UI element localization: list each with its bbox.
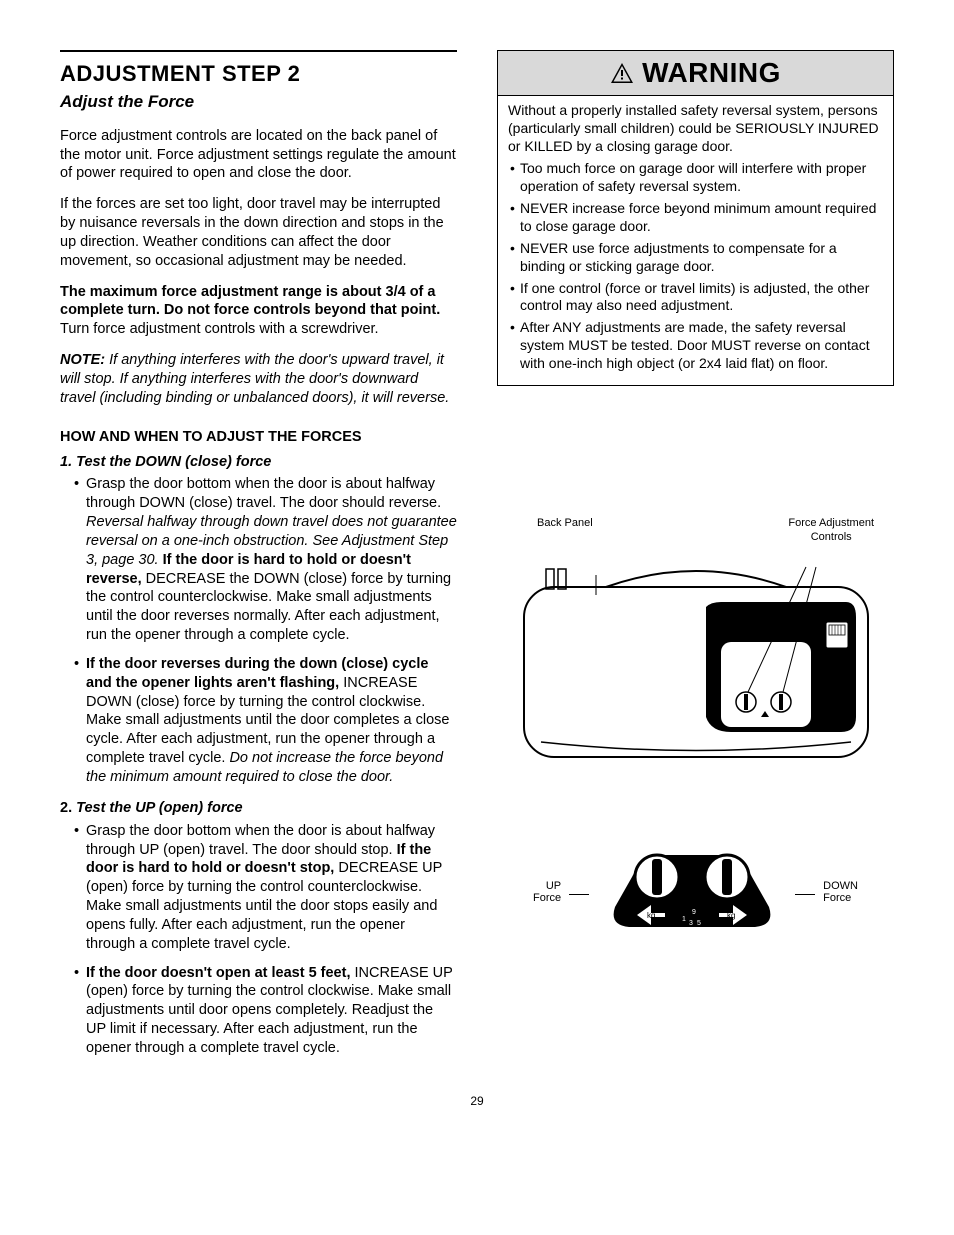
page-number: 29 bbox=[60, 1094, 894, 1110]
note-text: If anything interferes with the door's u… bbox=[60, 352, 449, 406]
warning-body: Without a properly installed safety reve… bbox=[498, 96, 893, 385]
kg-label: kg bbox=[727, 911, 735, 920]
left-column: ADJUSTMENT STEP 2 Adjust the Force Force… bbox=[60, 50, 457, 1070]
list-item: Grasp the door bottom when the door is a… bbox=[74, 475, 457, 645]
note-paragraph: NOTE: If anything interferes with the do… bbox=[60, 351, 457, 408]
warning-header: WARNING bbox=[498, 51, 893, 96]
paragraph: Force adjustment controls are located on… bbox=[60, 127, 457, 184]
text: DOWN bbox=[823, 880, 858, 892]
leader-line bbox=[569, 894, 589, 895]
bold-text: The maximum force adjustment range is ab… bbox=[60, 284, 440, 319]
test-heading: 1. Test the DOWN (close) force bbox=[60, 453, 457, 472]
text: Test the UP (open) force bbox=[76, 800, 243, 816]
paragraph: The maximum force adjustment range is ab… bbox=[60, 283, 457, 340]
text: DECREASE the DOWN (close) force by turni… bbox=[86, 571, 451, 644]
text: Force bbox=[823, 892, 851, 904]
list-item: If one control (force or travel limits) … bbox=[508, 280, 883, 316]
list-item: NEVER use force adjustments to compensat… bbox=[508, 240, 883, 276]
warning-bullet-list: Too much force on garage door will inter… bbox=[508, 160, 883, 373]
list-item: If the door reverses during the down (cl… bbox=[74, 655, 457, 787]
force-adjust-label: Force Adjustment Controls bbox=[788, 516, 874, 545]
knob-diagram: UP Force kg kg 1 3 5 bbox=[497, 847, 894, 937]
list-item: After ANY adjustments are made, the safe… bbox=[508, 319, 883, 373]
text: Turn force adjustment controls with a sc… bbox=[60, 321, 379, 337]
page-content: ADJUSTMENT STEP 2 Adjust the Force Force… bbox=[60, 50, 894, 1070]
text: Controls bbox=[811, 531, 852, 543]
svg-text:5: 5 bbox=[697, 920, 701, 927]
text: Force bbox=[533, 892, 561, 904]
svg-text:9: 9 bbox=[692, 909, 696, 916]
paragraph: If the forces are set too light, door tr… bbox=[60, 195, 457, 270]
motor-diagram-area: Back Panel Force Adjustment Controls bbox=[497, 516, 894, 767]
warning-box: WARNING Without a properly installed saf… bbox=[497, 50, 894, 386]
bold-text: If the door doesn't open at least 5 feet… bbox=[86, 965, 350, 981]
text: Force Adjustment bbox=[788, 517, 874, 529]
list-item: NEVER increase force beyond minimum amou… bbox=[508, 200, 883, 236]
knob-closeup-diagram: kg kg 1 3 5 9 bbox=[597, 847, 787, 937]
svg-text:3: 3 bbox=[689, 920, 693, 927]
warning-triangle-icon bbox=[610, 62, 634, 84]
warning-intro: Without a properly installed safety reve… bbox=[508, 102, 883, 156]
top-rule bbox=[60, 50, 457, 52]
up-force-label: UP Force bbox=[533, 880, 561, 904]
text: UP bbox=[546, 880, 561, 892]
step-subtitle: Adjust the Force bbox=[60, 91, 457, 113]
list-item: If the door doesn't open at least 5 feet… bbox=[74, 964, 457, 1058]
list-item: Grasp the door bottom when the door is a… bbox=[74, 822, 457, 954]
text: Grasp the door bottom when the door is a… bbox=[86, 476, 441, 511]
motor-unit-diagram bbox=[506, 547, 886, 767]
number: 2. bbox=[60, 800, 76, 816]
bullet-list: Grasp the door bottom when the door is a… bbox=[60, 822, 457, 1058]
kg-label: kg bbox=[647, 911, 655, 920]
right-column: WARNING Without a properly installed saf… bbox=[497, 50, 894, 1070]
text: Grasp the door bottom when the door is a… bbox=[86, 823, 435, 858]
subheading: HOW AND WHEN TO ADJUST THE FORCES bbox=[60, 428, 457, 447]
note-label: NOTE: bbox=[60, 352, 105, 368]
leader-line bbox=[795, 894, 815, 895]
diagram-top-labels: Back Panel Force Adjustment Controls bbox=[497, 516, 894, 545]
list-item: Too much force on garage door will inter… bbox=[508, 160, 883, 196]
bullet-list: Grasp the door bottom when the door is a… bbox=[60, 475, 457, 787]
back-panel-label: Back Panel bbox=[537, 516, 593, 545]
test-heading: 2. Test the UP (open) force bbox=[60, 799, 457, 818]
down-force-label: DOWN Force bbox=[823, 880, 858, 904]
warning-title: WARNING bbox=[642, 55, 781, 91]
svg-text:1: 1 bbox=[682, 916, 686, 923]
step-title: ADJUSTMENT STEP 2 bbox=[60, 60, 457, 89]
